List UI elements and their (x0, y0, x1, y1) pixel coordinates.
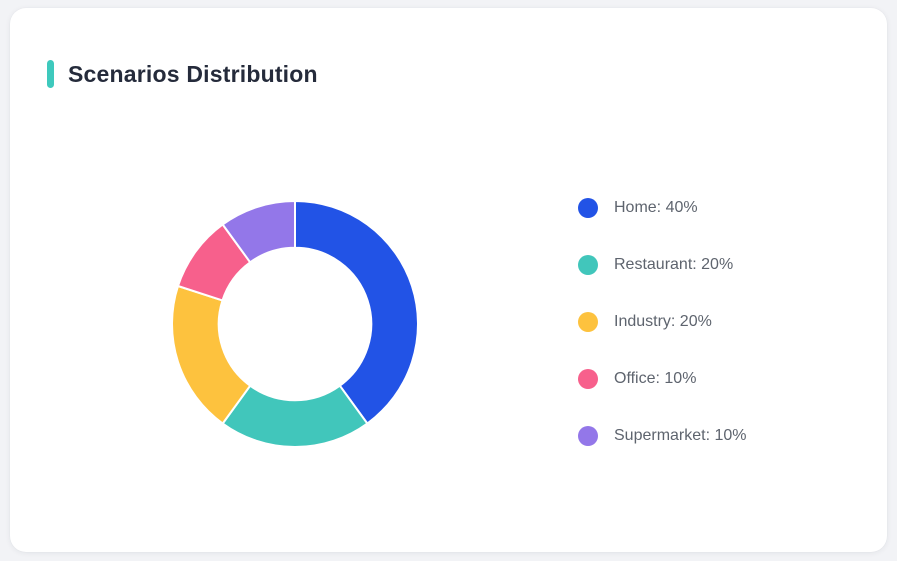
page-title: Scenarios Distribution (68, 61, 318, 87)
donut-segment-industry[interactable] (171, 284, 252, 425)
legend-item-industry[interactable]: Industry: 20% (578, 312, 747, 332)
title-accent-bar (47, 60, 54, 88)
legend-label-office: Office: 10% (614, 370, 697, 387)
legend-dot-supermarket (578, 426, 598, 446)
legend-label-home: Home: 40% (614, 199, 698, 216)
legend-dot-home (578, 198, 598, 218)
legend-item-office[interactable]: Office: 10% (578, 369, 747, 389)
chart-legend: Home: 40% Restaurant: 20% Industry: 20% Off… (578, 198, 747, 446)
donut-chart-svg (171, 200, 419, 448)
legend-item-restaurant[interactable]: Restaurant: 20% (578, 255, 747, 275)
legend-label-supermarket: Supermarket: 10% (614, 427, 747, 444)
legend-label-restaurant: Restaurant: 20% (614, 256, 734, 273)
donut-segment-supermarket[interactable] (221, 200, 296, 264)
donut-segment-home[interactable] (294, 200, 419, 425)
legend-item-home[interactable]: Home: 40% (578, 198, 747, 218)
scenarios-distribution-card: Scenarios Distribution Home: 40% Restaura… (10, 8, 887, 552)
legend-label-industry: Industry: 20% (614, 313, 712, 330)
legend-item-supermarket[interactable]: Supermarket: 10% (578, 426, 747, 446)
card-header: Scenarios Distribution (47, 60, 318, 88)
legend-dot-office (578, 369, 598, 389)
legend-dot-industry (578, 312, 598, 332)
legend-dot-restaurant (578, 255, 598, 275)
donut-chart (170, 199, 420, 449)
